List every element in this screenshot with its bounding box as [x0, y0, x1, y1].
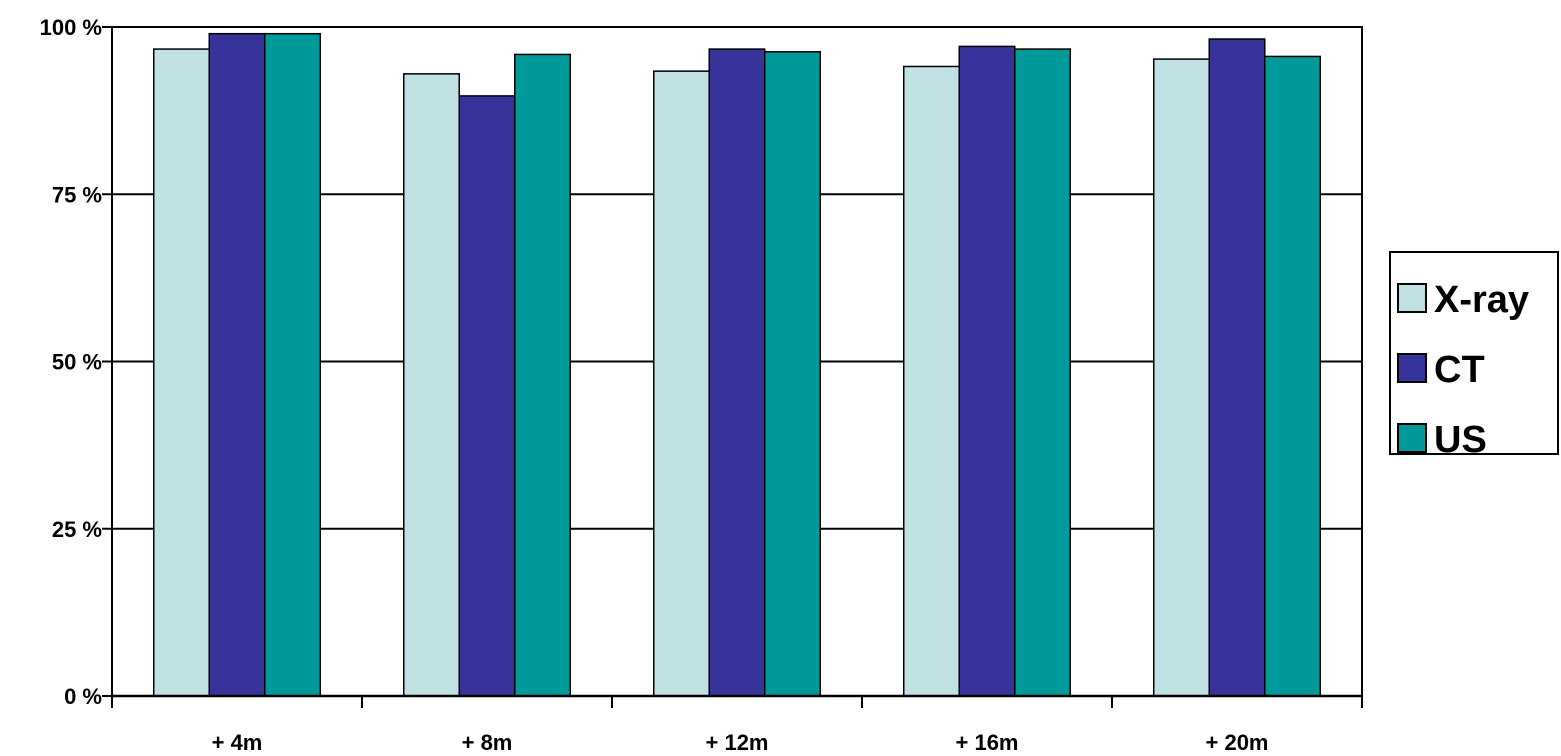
bar-us-3	[1014, 48, 1071, 697]
legend-swatch-x-ray	[1397, 283, 1427, 313]
legend-swatch-us	[1397, 423, 1427, 453]
bar-x-ray-1	[403, 73, 460, 697]
bar-x-ray-2	[653, 70, 710, 697]
legend-label: X-ray	[1434, 279, 1529, 321]
legend-label: CT	[1434, 349, 1485, 391]
bar-us-4	[1264, 55, 1321, 697]
x-tick-label: + 16m	[956, 730, 1019, 755]
x-tick-label: + 20m	[1206, 730, 1269, 755]
bar-ct-4	[1208, 38, 1266, 697]
bar-us-1	[514, 53, 571, 697]
legend-label: US	[1434, 419, 1487, 461]
y-tick-label: 100 %	[40, 15, 102, 40]
bar-ct-3	[958, 45, 1016, 697]
x-tick-label: + 12m	[706, 730, 769, 755]
bar-ct-2	[708, 48, 766, 697]
bar-x-ray-0	[153, 48, 210, 697]
axes: 0 % 25 % 50 % 75 % 100 % + 4m + 8m + 12m + 16m + …	[40, 15, 1363, 755]
bar-us-2	[764, 51, 821, 697]
bar-x-ray-4	[1153, 58, 1210, 697]
x-tick-label: + 4m	[212, 730, 263, 755]
y-tick-label: 75 %	[52, 182, 102, 207]
x-tick-label: + 8m	[462, 730, 513, 755]
y-tick-label: 0 %	[64, 684, 102, 709]
bar-us-0	[264, 32, 321, 697]
bars	[153, 32, 1321, 697]
bar-ct-0	[208, 32, 266, 697]
y-tick-label: 50 %	[52, 350, 102, 375]
legend-swatch-ct	[1397, 353, 1427, 383]
bar-x-ray-3	[903, 65, 960, 697]
legend: X-ray CT US	[1389, 251, 1559, 461]
y-tick-label: 25 %	[52, 517, 102, 542]
bar-ct-1	[458, 95, 516, 697]
